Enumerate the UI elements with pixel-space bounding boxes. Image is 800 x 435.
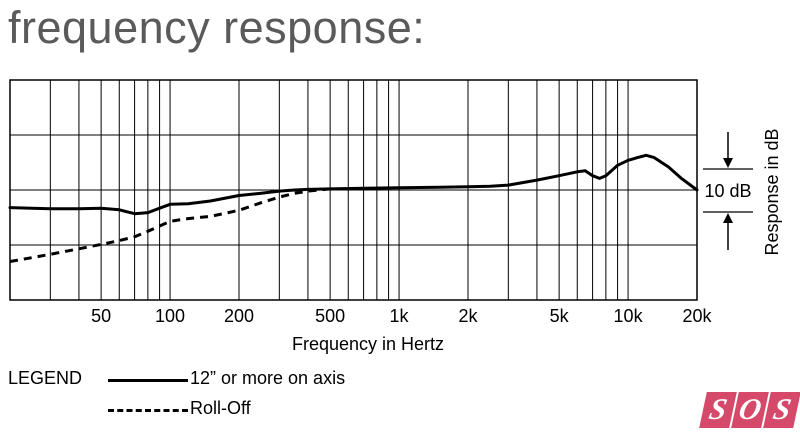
x-axis-label: Frequency in Hertz <box>292 334 444 354</box>
legend-label-solid: 12” or more on axis <box>190 368 346 388</box>
scale-label-bg <box>703 180 753 202</box>
x-tick-label: 500 <box>315 306 345 326</box>
series-line-roll-off <box>9 187 331 263</box>
x-tick-labels: 50 100 200 500 1k 2k 5k 10k 20k <box>91 306 712 326</box>
frequency-response-chart: 50 100 200 500 1k 2k 5k 10k 20k Frequency in Her… <box>8 79 782 354</box>
legend-label-dashed: Roll-Off <box>190 398 251 418</box>
legend-swatch-dashed <box>108 409 188 412</box>
legend-heading: LEGEND <box>8 368 83 388</box>
scale-arrow-top-head <box>723 158 733 168</box>
y-axis-label-group: Response in dB <box>762 128 782 255</box>
x-tick-label: 2k <box>458 306 478 326</box>
scale-annotation: 10 dB <box>704 181 751 201</box>
series-line-on-axis <box>8 153 699 216</box>
x-tick-label: 5k <box>550 306 570 326</box>
scale-marker: 10 dB <box>703 132 753 250</box>
x-tick-label: 10k <box>614 306 644 326</box>
logo-letter: S <box>763 392 800 428</box>
x-tick-label: 1k <box>390 306 410 326</box>
x-tick-label: 50 <box>91 306 111 326</box>
legend-swatch-solid <box>108 379 188 382</box>
x-tick-label: 100 <box>155 306 185 326</box>
chart-grid <box>9 79 698 301</box>
x-tick-label: 20k <box>682 306 712 326</box>
chart-series-layer <box>8 153 699 263</box>
x-tick-label: 200 <box>224 306 254 326</box>
y-axis-label: Response in dB <box>762 128 782 255</box>
scale-arrow-bottom-head <box>723 213 733 223</box>
sos-logo: S O S <box>699 392 800 428</box>
page-title: frequency response: <box>8 2 426 53</box>
